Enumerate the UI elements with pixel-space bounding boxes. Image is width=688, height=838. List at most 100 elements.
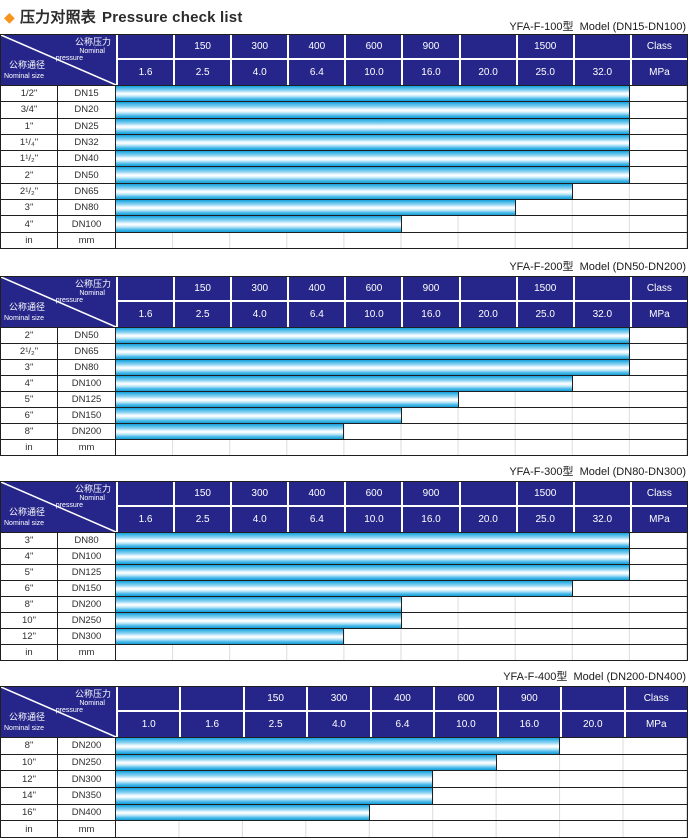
mpa-cell: 25.0 (515, 302, 573, 327)
mpa-cell: 6.4 (287, 60, 345, 85)
dn-size-cell: DN250 (58, 613, 116, 628)
inch-size-cell: 14" (1, 787, 58, 804)
mpa-cell: 16.0 (496, 712, 561, 737)
bar-area (116, 392, 687, 407)
bar-area (116, 738, 687, 754)
table-row: 3" DN80 (1, 532, 687, 548)
table-row: 1" DN25 (1, 117, 687, 134)
mpa-cell: 32.0 (572, 60, 630, 85)
table-row: 8" DN200 (1, 423, 687, 439)
inch-size-cell: 1/2" (1, 86, 58, 102)
pressure-table-4: 公称压力 Nominal pressure 公称通径 Nominal size 150 30… (0, 686, 688, 838)
class-cell: 150 (173, 35, 231, 60)
nominal-pressure-label-en2: pressure (55, 297, 83, 304)
bar-area (116, 232, 687, 248)
pressure-range-bar (116, 597, 402, 612)
diagonal-line-icon (1, 277, 116, 327)
class-row: 150 300 400 600 900 1500 Class (116, 35, 687, 60)
pressure-range-bar (116, 424, 345, 439)
dn-size-cell: DN32 (58, 134, 116, 151)
header-diagonal-cell: 公称压力 Nominal pressure 公称通径 Nominal size (1, 482, 116, 532)
table-row: 2" DN50 (1, 166, 687, 183)
dn-size-cell: DN200 (58, 424, 116, 439)
bar-area (116, 216, 687, 232)
pressure-range-bar (116, 804, 370, 821)
class-cell: Class (629, 277, 687, 302)
nominal-size-label-zh: 公称通径 (9, 302, 46, 312)
dn-size-cell: DN200 (58, 738, 116, 754)
mpa-cell: 16.0 (401, 507, 459, 532)
inch-size-cell: 4" (1, 549, 58, 564)
nominal-pressure-label-zh: 公称压力 (74, 484, 111, 494)
mpa-cell: MPa (629, 507, 687, 532)
class-cell (572, 277, 630, 302)
class-cell: 300 (230, 35, 288, 60)
pressure-range-bar (116, 738, 561, 754)
model-label: YFA-F-400型 Model (DN200-DN400) (503, 671, 686, 683)
dn-size-cell: DN80 (58, 360, 116, 375)
nominal-size-label-en: Nominal size (4, 725, 45, 732)
pressure-range-bar (116, 771, 434, 787)
mpa-cell: 1.6 (179, 712, 243, 737)
nominal-pressure-label-zh: 公称压力 (74, 689, 111, 699)
class-cell: 300 (230, 277, 288, 302)
class-cell: 400 (287, 35, 345, 60)
bar-area (116, 821, 687, 837)
inch-size-cell: 3" (1, 360, 58, 375)
bar-area (116, 183, 687, 200)
table-row: 8" DN200 (1, 737, 687, 754)
nominal-pressure-label-zh: 公称压力 (74, 279, 111, 289)
table-row: 3/4" DN20 (1, 101, 687, 118)
dn-size-cell: DN250 (58, 754, 116, 771)
mpa-cell: 25.0 (515, 507, 573, 532)
pressure-range-bar (116, 86, 630, 102)
bar-area (116, 408, 687, 423)
table-row: 2¹/₂" DN65 (1, 182, 687, 200)
table-header: 公称压力 Nominal pressure 公称通径 Nominal size 150 30… (1, 482, 687, 532)
class-cell: 150 (173, 482, 231, 507)
inch-size-cell: 1¹/₂" (1, 151, 58, 167)
class-cell: 600 (344, 482, 402, 507)
table-row: in mm (1, 439, 687, 455)
mpa-cell: MPa (629, 60, 687, 85)
mpa-cell: 2.5 (242, 712, 307, 737)
dn-size-cell: mm (58, 645, 116, 660)
table-header: 公称压力 Nominal pressure 公称通径 Nominal size 150 30… (1, 687, 687, 737)
mpa-cell: MPa (629, 302, 687, 327)
pressure-range-bar (116, 328, 630, 343)
model-label: YFA-F-100型 Model (DN15-DN100) (509, 21, 686, 33)
pressure-range-bar (116, 629, 345, 644)
bar-area (116, 118, 687, 134)
pressure-range-bar (116, 533, 630, 548)
pressure-range-bar (116, 344, 630, 359)
table-row: 4" DN100 (1, 375, 687, 391)
model-label: YFA-F-200型 Model (DN50-DN200) (509, 261, 686, 273)
inch-size-cell: in (1, 232, 58, 248)
inch-size-cell: 6" (1, 408, 58, 423)
bar-area (116, 549, 687, 564)
dn-size-cell: DN50 (58, 328, 116, 343)
bar-area (116, 613, 687, 628)
inch-size-cell: 4" (1, 376, 58, 391)
mpa-cell: 20.0 (560, 712, 624, 737)
pressure-range-bar (116, 565, 630, 580)
mpa-cell: 20.0 (458, 60, 516, 85)
inch-size-cell: 2" (1, 167, 58, 183)
nominal-pressure-label-zh: 公称压力 (74, 37, 111, 47)
table-row: 10" DN250 (1, 753, 687, 771)
bar-area (116, 440, 687, 455)
bar-area (116, 533, 687, 548)
table-header: 公称压力 Nominal pressure 公称通径 Nominal size 150 30… (1, 277, 687, 327)
pressure-range-bar (116, 754, 497, 771)
dn-size-cell: mm (58, 440, 116, 455)
mpa-cell: 6.4 (369, 712, 434, 737)
class-cell: 900 (496, 687, 561, 712)
bar-area (116, 771, 687, 787)
dn-size-cell: mm (58, 232, 116, 248)
class-cell: 300 (306, 687, 370, 712)
table-row: in mm (1, 231, 687, 248)
class-cell (116, 35, 174, 60)
inch-size-cell: 6" (1, 581, 58, 596)
table-row: 16" DN400 (1, 803, 687, 821)
